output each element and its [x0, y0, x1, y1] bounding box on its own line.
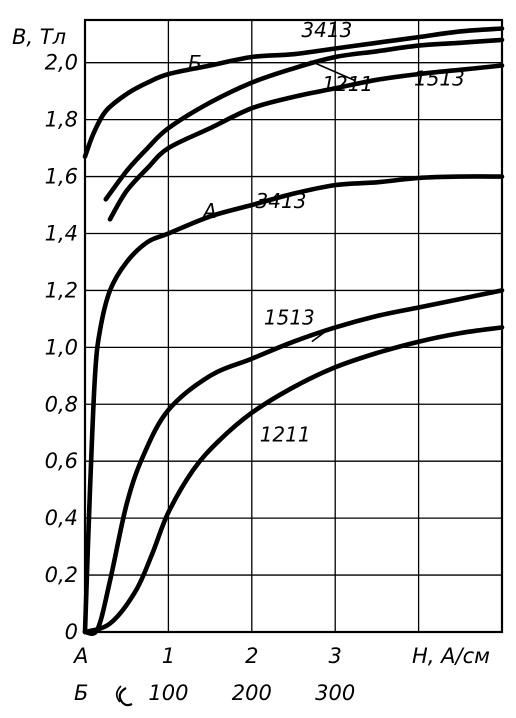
- curve-a-3413: [82, 174, 505, 635]
- curve-labels: 3413 1211 1513 3413 1513 1211: [256, 18, 465, 446]
- y-tick-label: 2,0: [45, 51, 78, 75]
- y-tick-label: 0,2: [45, 563, 78, 587]
- y-tick-label: 0: [65, 620, 78, 644]
- x-axis-label: H, A/см: [412, 644, 490, 668]
- y-tick-label: 1,6: [45, 165, 78, 189]
- x-axis-b-marker: Б: [74, 681, 88, 705]
- x-tick-label-b: 100: [148, 681, 188, 705]
- y-tick-label: 1,8: [45, 108, 78, 132]
- leader-line-1211-b: [309, 60, 356, 82]
- x-tick-label-b: 200: [232, 681, 272, 705]
- curve-label-a-1211: 1211: [260, 422, 311, 446]
- x-tick-label-a: 3: [329, 644, 342, 668]
- y-tick-label: 0,8: [45, 392, 78, 416]
- x-tick-label-a: 2: [245, 644, 258, 668]
- curve-label-b-1513: 1513: [414, 66, 465, 90]
- leader-line-1513-a: [311, 326, 332, 343]
- curve-b-1513: [107, 63, 505, 222]
- curves: [82, 26, 505, 636]
- y-tick-label: 1,0: [45, 335, 78, 359]
- curve-a-1513: [82, 288, 505, 636]
- curve-b-3413: [82, 26, 505, 159]
- x-axis-a-marker: А: [72, 644, 88, 668]
- group-label-b: Б: [188, 51, 202, 75]
- curve-label-a-1513: 1513: [264, 306, 315, 330]
- y-tick-labels: 0 0,2 0,4 0,6 0,8 1,0 1,2 1,4 1,6 1,8 2,0: [45, 51, 78, 644]
- curve-a-1211: [82, 325, 505, 635]
- curve-label-a-3413: 3413: [256, 189, 307, 213]
- y-axis-label: B, Тл: [12, 25, 66, 49]
- group-label-a: А: [201, 199, 217, 223]
- curve-label-b-3413: 3413: [301, 18, 352, 42]
- x-tick-labels: 1 2 3 100 200 300: [148, 644, 355, 705]
- y-tick-label: 1,4: [45, 221, 78, 245]
- scale-mark-icon: [115, 685, 133, 707]
- y-tick-label: 0,6: [45, 449, 78, 473]
- curve-label-b-1211: 1211: [322, 72, 373, 96]
- x-tick-label-a: 1: [162, 644, 175, 668]
- y-tick-label: 1,2: [45, 278, 78, 302]
- y-tick-label: 0,4: [45, 506, 78, 530]
- x-tick-label-b: 300: [315, 681, 355, 705]
- curve-b-1211: [103, 37, 505, 202]
